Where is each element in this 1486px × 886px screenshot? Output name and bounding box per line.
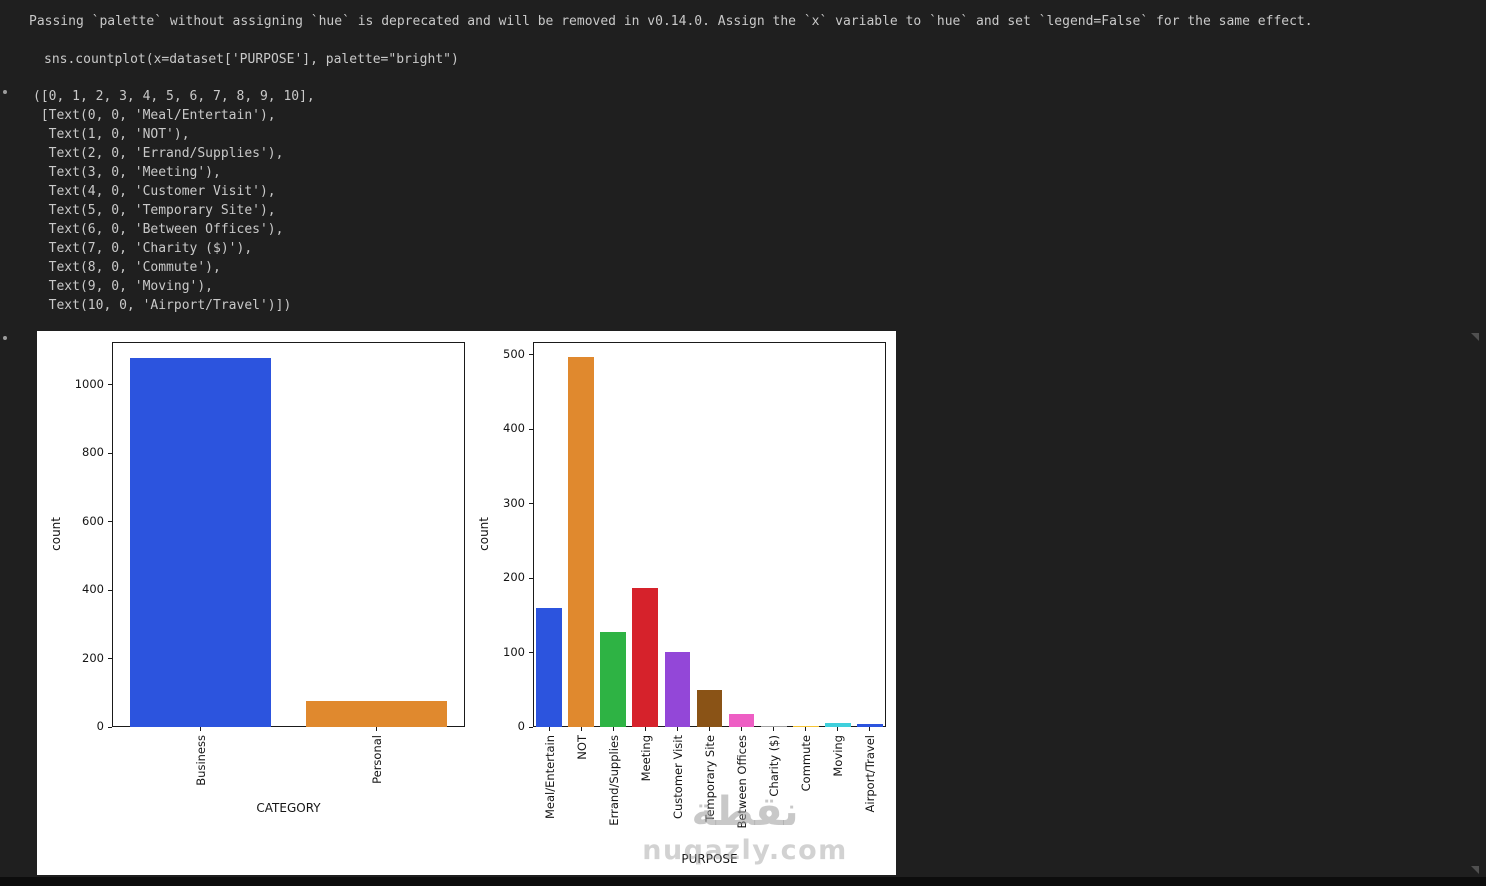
- x-axis-label: PURPOSE: [681, 852, 738, 866]
- bottom-strip: [0, 877, 1486, 886]
- x-tick: [676, 727, 678, 731]
- y-tick-label: 0: [517, 719, 525, 733]
- x-tick-label-text: Customer Visit: [670, 735, 685, 820]
- x-tick: [644, 727, 646, 731]
- x-tick-label-text: Between Offices: [735, 735, 750, 829]
- x-tick: [612, 727, 614, 731]
- bar-meeting: [632, 587, 659, 727]
- bar-between-offices: [728, 713, 755, 727]
- deprecation-warning: Passing `palette` without assigning `hue…: [29, 14, 1313, 29]
- bar-business: [129, 358, 271, 727]
- y-tick-label: 300: [503, 495, 525, 510]
- x-tick: [773, 727, 775, 731]
- bar-meal-entertain: [536, 607, 562, 727]
- bar-errand-supplies: [600, 631, 627, 727]
- x-tick: [580, 727, 582, 731]
- matplotlib-figure: 0 200 400 600 800 1000 Business Personal CATEGOR…: [37, 331, 896, 875]
- y-tick: [529, 577, 533, 579]
- bar-not: [568, 356, 594, 727]
- y-tick: [108, 726, 112, 728]
- y-tick: [529, 652, 533, 654]
- x-tick: [709, 727, 710, 731]
- x-tick-label-text: Meal/Entertain: [542, 735, 557, 820]
- x-tick-label-text: Commute: [799, 735, 814, 792]
- category-countplot: 0 200 400 600 800 1000 Business Personal CATEGOR…: [37, 331, 896, 875]
- x-tick: [837, 727, 839, 731]
- y-tick-label: 100: [503, 644, 525, 659]
- x-tick: [548, 727, 550, 731]
- axes-box: [112, 342, 465, 727]
- x-tick-label-text: Moving: [831, 735, 846, 777]
- y-tick-label: 200: [503, 570, 525, 585]
- bar-customer-visit: [664, 651, 691, 727]
- x-tick-label-text: Temporary Site: [703, 735, 717, 822]
- x-tick: [869, 727, 871, 731]
- y-tick: [108, 452, 112, 454]
- x-tick-label-text: Errand/Supplies: [606, 735, 621, 826]
- output-resize-handle-icon[interactable]: [1471, 333, 1479, 341]
- y-tick: [529, 428, 533, 430]
- x-tick-label-text: Charity ($): [767, 735, 782, 797]
- y-tick: [529, 354, 533, 356]
- bar-charity-: [760, 725, 787, 727]
- y-tick-label: 800: [82, 445, 104, 460]
- y-tick: [108, 521, 112, 523]
- bar-moving: [825, 723, 851, 727]
- y-tick-label: 0: [96, 719, 104, 733]
- y-tick: [108, 658, 112, 660]
- x-tick: [376, 727, 378, 731]
- bar-airport-travel: [857, 724, 883, 727]
- y-tick: [529, 726, 533, 728]
- bar-commute: [792, 725, 819, 727]
- code-line[interactable]: sns.countplot(x=dataset['PURPOSE'], pale…: [44, 52, 459, 67]
- y-tick: [108, 384, 112, 386]
- y-axis-label-text: count: [477, 516, 491, 551]
- x-tick: [199, 727, 201, 731]
- bar-temporary-site: [696, 689, 723, 727]
- purpose-countplot: 0 100 200 300 400 500 Meal/Entertain NOT Errand/…: [37, 331, 896, 875]
- bar-personal: [306, 700, 448, 727]
- y-tick-label: 400: [503, 421, 525, 436]
- y-tick-label: 200: [82, 650, 104, 665]
- cell-marker-dot: [3, 336, 7, 340]
- x-tick-label-text: Airport/Travel: [863, 735, 878, 813]
- cell-output-text: ([0, 1, 2, 3, 4, 5, 6, 7, 8, 9, 10], [Te…: [33, 89, 315, 313]
- x-tick: [805, 727, 807, 731]
- cell-marker-dot: [3, 90, 7, 94]
- y-tick-label: 500: [503, 346, 525, 361]
- output-resize-handle-icon[interactable]: [1471, 866, 1479, 874]
- x-tick-label-text: NOT: [574, 735, 589, 760]
- y-tick: [108, 589, 112, 591]
- y-tick-label: 1000: [74, 376, 104, 391]
- x-axis-label: CATEGORY: [256, 801, 321, 815]
- x-tick: [741, 727, 743, 731]
- y-tick-label: 600: [82, 513, 104, 528]
- y-tick-label: 400: [82, 582, 104, 597]
- y-tick: [529, 503, 533, 505]
- x-tick-label-text: Meeting: [638, 735, 653, 782]
